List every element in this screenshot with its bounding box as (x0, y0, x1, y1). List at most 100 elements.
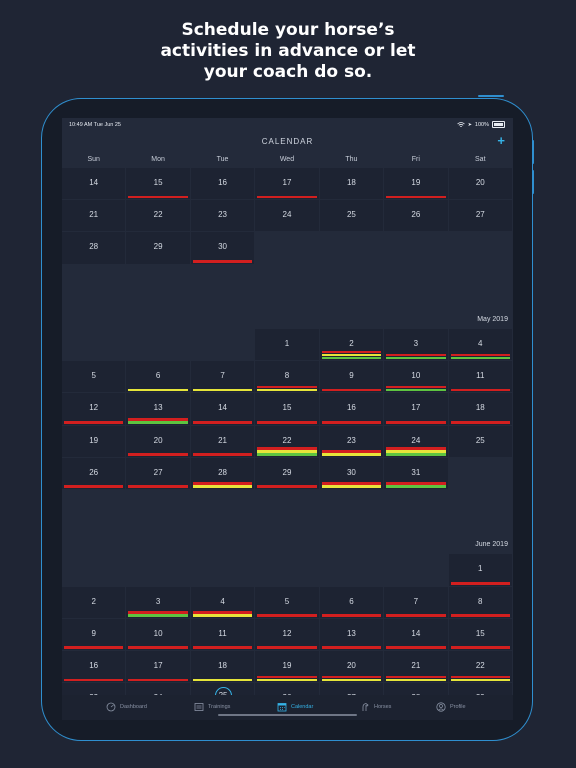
calendar-day-cell[interactable]: 28 (62, 232, 126, 264)
tab-horses[interactable]: Horses (360, 700, 391, 714)
calendar-day-cell[interactable]: 2 (62, 586, 126, 618)
day-number: 16 (346, 403, 356, 413)
calendar-day-cell[interactable]: 30 (319, 457, 384, 489)
day-number: 20 (153, 435, 163, 445)
calendar-day-cell[interactable]: 9 (62, 618, 126, 650)
calendar-day-cell[interactable]: 4 (448, 329, 512, 361)
profile-icon (436, 702, 446, 712)
calendar-day-cell[interactable]: 3 (384, 329, 448, 361)
calendar-day-cell[interactable]: 19 (62, 425, 126, 457)
activity-yellow-bar (192, 485, 253, 488)
calendar-day-cell[interactable]: 15 (126, 168, 190, 200)
calendar-day-cell[interactable]: 24 (255, 200, 319, 232)
day-number: 20 (346, 661, 356, 670)
calendar-day-cell[interactable]: 21 (62, 200, 126, 232)
calendar-day-cell[interactable]: 23 (190, 200, 255, 232)
calendar-day-cell[interactable]: 10 (126, 618, 190, 650)
activity-green-bar (128, 421, 188, 424)
day-number: 26 (411, 210, 421, 220)
calendar-day-cell[interactable]: 1 (255, 329, 319, 361)
calendar-day-cell[interactable]: 11 (448, 361, 512, 393)
calendar-day-cell[interactable]: 19 (255, 651, 319, 683)
calendar-day-cell[interactable]: 4 (190, 586, 255, 618)
tab-profile[interactable]: Profile (436, 700, 466, 714)
calendar-day-cell[interactable]: 27 (126, 457, 190, 489)
calendar-day-cell[interactable]: 21 (384, 651, 448, 683)
calendar-day-cell[interactable]: 14 (62, 168, 126, 200)
activity-red-bar (257, 646, 317, 649)
calendar-day-cell[interactable]: 22 (255, 425, 319, 457)
calendar-day-cell[interactable]: 6 (126, 361, 190, 393)
calendar-day-cell[interactable]: 28 (190, 457, 255, 489)
calendar-day-cell[interactable]: 17 (255, 168, 319, 200)
calendar-day-cell[interactable]: 7 (384, 586, 448, 618)
calendar-day-cell[interactable]: 18 (319, 168, 384, 200)
calendar-day-cell[interactable]: 30 (190, 232, 255, 264)
day-number: 5 (91, 371, 96, 381)
calendar-day-cell[interactable]: 16 (190, 168, 255, 200)
calendar-day-cell[interactable]: 29 (126, 232, 190, 264)
calendar-day-cell[interactable]: 26 (384, 200, 448, 232)
activity-red-bar (192, 646, 253, 649)
calendar-day-cell[interactable]: 20 (126, 425, 190, 457)
dashboard-icon (106, 702, 116, 712)
calendar-day-cell[interactable]: 12 (255, 618, 319, 650)
activity-yellow-bar (257, 388, 317, 392)
activity-red-bar (257, 195, 317, 199)
activity-yellow-bar (321, 678, 382, 682)
headline-line-2: activities in advance or let (160, 41, 416, 61)
calendar-day-cell[interactable]: 20 (448, 168, 512, 200)
calendar-day-cell[interactable]: 5 (62, 361, 126, 393)
calendar-day-cell[interactable]: 17 (384, 393, 448, 425)
calendar-day-cell[interactable]: 18 (448, 393, 512, 425)
calendar-day-cell[interactable]: 22 (448, 651, 512, 683)
calendar-day-cell[interactable]: 11 (190, 618, 255, 650)
calendar-day-cell[interactable]: 31 (384, 457, 448, 489)
calendar-day-cell[interactable]: 16 (319, 393, 384, 425)
tab-trainings[interactable]: Trainings (194, 700, 230, 714)
calendar-day-cell[interactable]: 9 (319, 361, 384, 393)
calendar-day-cell[interactable]: 23 (319, 425, 384, 457)
calendar-day-cell[interactable]: 26 (62, 457, 126, 489)
calendar-day-cell[interactable]: 18 (190, 651, 255, 683)
activity-yellow-bar (386, 450, 446, 453)
promo-headline: Schedule your horse’s activities in adva… (0, 20, 576, 83)
calendar-day-cell[interactable]: 17 (126, 651, 190, 683)
calendar-day-cell[interactable]: 12 (62, 393, 126, 425)
calendar-day-cell[interactable]: 15 (255, 393, 319, 425)
calendar-day-cell[interactable]: 19 (384, 168, 448, 200)
calendar-day-cell[interactable]: 6 (319, 586, 384, 618)
calendar-day-cell[interactable]: 8 (255, 361, 319, 393)
calendar-day-cell[interactable]: 20 (319, 651, 384, 683)
home-indicator (218, 714, 357, 716)
calendar-day-cell[interactable]: 25 (319, 200, 384, 232)
calendar-day-cell[interactable]: 13 (319, 618, 384, 650)
calendar-day-cell[interactable]: 3 (126, 586, 190, 618)
tab-label: Trainings (208, 704, 231, 710)
calendar-day-cell[interactable]: 16 (62, 651, 126, 683)
calendar-day-cell[interactable]: 21 (190, 425, 255, 457)
calendar-day-cell[interactable]: 2 (319, 329, 384, 361)
calendar-day-cell[interactable]: 24 (384, 425, 448, 457)
calendar-day-cell[interactable]: 13 (126, 393, 190, 425)
calendar-day-cell[interactable]: 29 (255, 457, 319, 489)
activity-red-bar (64, 646, 124, 649)
add-event-button[interactable]: + (497, 133, 505, 148)
calendar-day-cell[interactable]: 25 (448, 425, 512, 457)
calendar-day-cell[interactable]: 27 (448, 200, 512, 232)
calendar-day-cell[interactable]: 14 (384, 618, 448, 650)
calendar-day-cell[interactable]: 8 (448, 586, 512, 618)
calendar-day-cell[interactable]: 10 (384, 361, 448, 393)
calendar-day-cell[interactable]: 1 (448, 554, 512, 586)
weekday-thu: Thu (345, 156, 358, 163)
tab-dashboard[interactable]: Dashboard (106, 700, 147, 714)
calendar-day-cell[interactable]: 5 (255, 586, 319, 618)
calendar-day-cell[interactable]: 22 (126, 200, 190, 232)
calendar-day-cell[interactable]: 15 (448, 618, 512, 650)
tab-calendar[interactable]: Calendar (277, 700, 313, 714)
activity-yellow-bar (257, 450, 317, 453)
calendar-day-cell[interactable]: 14 (190, 393, 255, 425)
day-number: 24 (411, 435, 421, 445)
status-time: 10:49 AM Tue Jun 25 (69, 122, 121, 128)
calendar-day-cell[interactable]: 7 (190, 361, 255, 393)
